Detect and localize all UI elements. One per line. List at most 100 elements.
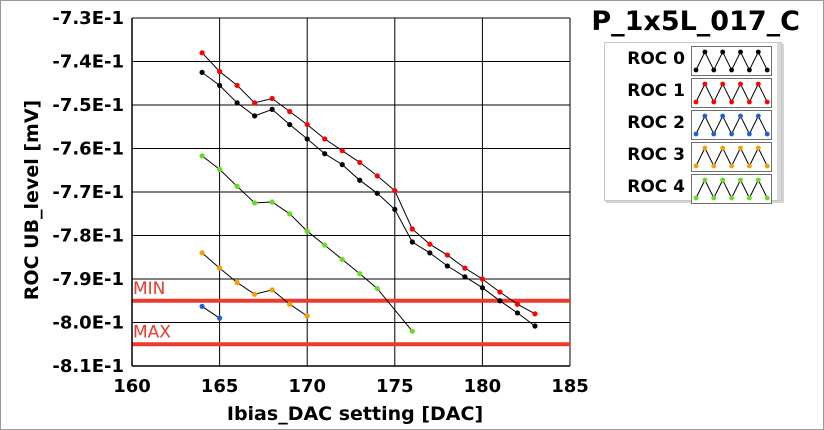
- series-line: [201, 155, 413, 332]
- data-point: [392, 188, 398, 194]
- data-point: [532, 323, 538, 329]
- chart-title: P_1x5L_017_C: [591, 6, 800, 37]
- data-point: [339, 161, 345, 168]
- series-roc-3: [199, 250, 310, 319]
- series-line: [201, 305, 220, 319]
- x-tick-label: 175: [376, 376, 414, 397]
- data-point: [357, 271, 363, 277]
- series-roc-2: [199, 303, 223, 321]
- y-tick-label: -7.9E-1: [52, 269, 124, 290]
- data-point: [427, 241, 433, 247]
- legend-label: ROC 0: [627, 49, 685, 69]
- threshold-label-min: MIN: [133, 279, 165, 299]
- data-point: [217, 82, 223, 89]
- y-axis-label: ROC UB_level [mV]: [21, 100, 43, 300]
- legend-scrollbar[interactable]: [777, 43, 781, 200]
- x-axis-label: Ibias_DAC setting [DAC]: [227, 403, 483, 425]
- data-point: [374, 173, 380, 179]
- series-roc-1: [199, 50, 538, 317]
- data-point: [252, 113, 258, 119]
- data-point: [252, 291, 258, 297]
- data-point: [234, 100, 240, 106]
- data-point: [444, 252, 450, 258]
- data-point: [427, 250, 433, 256]
- data-point: [252, 100, 258, 106]
- data-point: [322, 151, 328, 157]
- data-point: [322, 136, 328, 142]
- grid: [131, 17, 571, 367]
- x-tick-label: 180: [464, 376, 502, 397]
- y-tick-label: -7.7E-1: [52, 182, 124, 203]
- y-tick-label: -8.0E-1: [52, 313, 124, 334]
- y-tick-label: -7.4E-1: [52, 52, 124, 73]
- series-roc-4: [199, 153, 415, 334]
- data-point: [217, 315, 223, 321]
- data-point: [462, 265, 468, 271]
- data-point: [479, 276, 485, 282]
- data-point: [234, 279, 240, 286]
- legend-label: ROC 3: [627, 145, 685, 165]
- legend-swatch: [691, 174, 772, 204]
- y-tick-label: -7.5E-1: [52, 95, 124, 116]
- data-point: [374, 285, 380, 292]
- data-point: [199, 250, 205, 256]
- x-tick-label: 160: [113, 376, 151, 397]
- data-point: [357, 159, 363, 166]
- series-line: [201, 71, 536, 327]
- data-point: [304, 136, 310, 142]
- legend-swatch: [691, 110, 772, 140]
- data-point: [252, 200, 258, 206]
- data-point: [287, 108, 293, 115]
- data-point: [497, 298, 503, 304]
- data-point: [409, 239, 415, 245]
- data-point: [322, 242, 328, 248]
- series: [199, 50, 538, 334]
- legend-item: ROC 4: [605, 173, 775, 204]
- legend-label: ROC 4: [627, 177, 685, 197]
- data-point: [514, 301, 521, 307]
- legend-item: ROC 0: [605, 45, 775, 76]
- data-point: [409, 328, 415, 334]
- data-point: [304, 121, 310, 128]
- legend-swatch: [691, 46, 772, 76]
- data-point: [199, 69, 205, 75]
- series-line: [201, 52, 536, 315]
- data-point: [304, 228, 310, 234]
- data-point: [374, 190, 380, 196]
- data-point: [409, 226, 415, 232]
- y-tick-label: -7.6E-1: [52, 139, 124, 160]
- data-point: [234, 183, 240, 189]
- legend-swatch: [691, 142, 772, 172]
- data-point: [357, 177, 363, 183]
- data-point: [462, 274, 468, 280]
- series-line: [201, 252, 308, 317]
- data-point: [339, 256, 345, 263]
- legend-label: ROC 2: [627, 113, 685, 133]
- x-tick-label: 170: [288, 376, 326, 397]
- data-point: [269, 106, 275, 112]
- data-point: [269, 199, 275, 205]
- axes: [131, 18, 570, 367]
- data-point: [444, 263, 450, 269]
- y-tick-label: -7.3E-1: [52, 8, 124, 29]
- threshold-lines: MIN MAX: [132, 279, 570, 347]
- series-roc-0: [199, 69, 538, 329]
- data-point: [217, 166, 223, 172]
- data-point: [287, 121, 293, 128]
- legend: ROC 0 ROC 1 ROC 2 ROC 3 ROC 4: [604, 42, 782, 204]
- data-point: [199, 153, 205, 159]
- legend-item: ROC 2: [605, 109, 775, 140]
- y-tick-label: -7.8E-1: [52, 226, 124, 247]
- data-point: [532, 311, 538, 317]
- y-tick-label: -8.1E-1: [52, 356, 124, 377]
- data-point: [479, 285, 485, 291]
- x-tick-label: 165: [201, 376, 239, 397]
- data-point: [339, 148, 345, 154]
- data-point: [199, 303, 205, 310]
- data-point: [304, 313, 310, 319]
- legend-label: ROC 1: [627, 81, 685, 101]
- data-point: [287, 301, 293, 307]
- data-point: [234, 82, 240, 89]
- data-point: [392, 206, 398, 212]
